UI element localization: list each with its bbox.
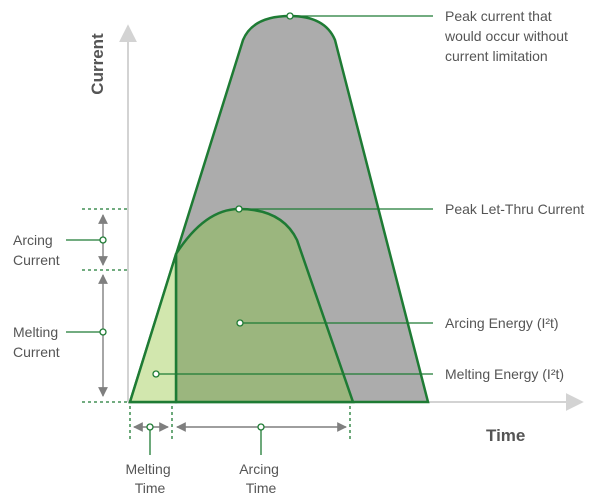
arcing-current-label: Arcing Current: [13, 232, 60, 268]
arcing-energy-label: Arcing Energy (I²t): [445, 315, 559, 331]
melting-current-dot: [99, 328, 107, 336]
melting-energy-dot: [152, 370, 160, 378]
y-axis-label: Current: [88, 33, 107, 95]
melting-time-dot: [146, 423, 154, 431]
peak-current-dot: [286, 12, 294, 20]
melting-energy-area: [128, 253, 178, 404]
peak-current-label: Peak current that would occur without cu…: [444, 8, 572, 64]
arcing-time-dot: [257, 423, 265, 431]
arcing-energy-dot: [236, 319, 244, 327]
melting-time-label: Melting Time: [125, 461, 174, 496]
arcing-time-label: Arcing Time: [239, 461, 283, 496]
melting-current-label: Melting Current: [13, 324, 62, 360]
peak-let-thru-label: Peak Let-Thru Current: [445, 201, 584, 217]
melting-energy-label: Melting Energy (I²t): [445, 366, 564, 382]
arcing-current-dot: [99, 236, 107, 244]
x-axis-label: Time: [486, 426, 525, 445]
peak-let-thru-dot: [235, 205, 243, 213]
